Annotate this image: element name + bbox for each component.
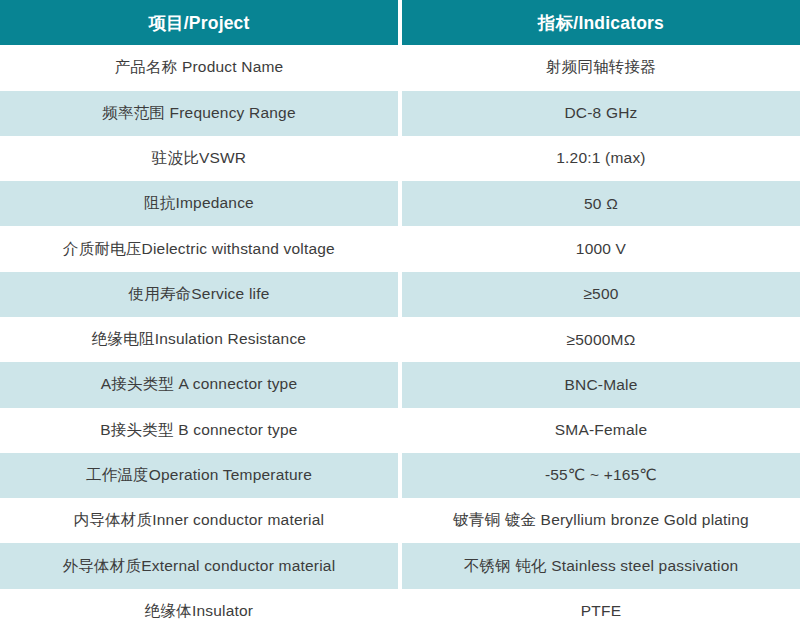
table-row: 工作温度Operation Temperature -55℃ ~ +165℃ [0, 453, 800, 498]
project-cell: 使用寿命Service life [0, 272, 398, 317]
indicator-cell: 50 Ω [402, 181, 800, 226]
header-cell-indicators: 指标/Indicators [402, 0, 800, 45]
product-spec-table: 项目/Project 指标/Indicators 产品名称 Product Na… [0, 0, 800, 634]
indicator-cell: BNC-Male [402, 362, 800, 407]
indicator-cell: DC-8 GHz [402, 91, 800, 136]
table-row: 阻抗Impedance 50 Ω [0, 181, 800, 226]
table-row: 使用寿命Service life ≥500 [0, 272, 800, 317]
table-row: 产品名称 Product Name 射频同轴转接器 [0, 45, 800, 90]
project-cell: A接头类型 A connector type [0, 362, 398, 407]
indicator-cell: 不锈钢 钝化 Stainless steel passivation [402, 543, 800, 588]
table-row: 驻波比VSWR 1.20:1 (max) [0, 136, 800, 181]
project-cell: 介质耐电压Dielectric withstand voltage [0, 226, 398, 271]
table-row: 外导体材质External conductor material 不锈钢 钝化 … [0, 543, 800, 588]
project-cell: 产品名称 Product Name [0, 45, 398, 90]
indicator-cell: 1000 V [402, 226, 800, 271]
indicator-cell: ≥5000MΩ [402, 317, 800, 362]
indicator-cell: 铍青铜 镀金 Beryllium bronze Gold plating [402, 498, 800, 543]
indicator-cell: PTFE [402, 589, 800, 634]
table-row: 绝缘电阻Insulation Resistance ≥5000MΩ [0, 317, 800, 362]
table-row: 介质耐电压Dielectric withstand voltage 1000 V [0, 226, 800, 271]
project-cell: 内导体材质Inner conductor material [0, 498, 398, 543]
header-cell-project: 项目/Project [0, 0, 398, 45]
project-cell: B接头类型 B connector type [0, 408, 398, 453]
table-row: 绝缘体Insulator PTFE [0, 589, 800, 634]
project-cell: 工作温度Operation Temperature [0, 453, 398, 498]
project-cell: 频率范围 Frequency Range [0, 91, 398, 136]
project-cell: 绝缘电阻Insulation Resistance [0, 317, 398, 362]
table-row: A接头类型 A connector type BNC-Male [0, 362, 800, 407]
indicator-cell: SMA-Female [402, 408, 800, 453]
table-row: 频率范围 Frequency Range DC-8 GHz [0, 91, 800, 136]
indicator-cell: ≥500 [402, 272, 800, 317]
indicator-cell: 射频同轴转接器 [402, 45, 800, 90]
table-row: 内导体材质Inner conductor material 铍青铜 镀金 Ber… [0, 498, 800, 543]
project-cell: 绝缘体Insulator [0, 589, 398, 634]
indicator-cell: -55℃ ~ +165℃ [402, 453, 800, 498]
table-row: B接头类型 B connector type SMA-Female [0, 408, 800, 453]
project-cell: 外导体材质External conductor material [0, 543, 398, 588]
project-cell: 驻波比VSWR [0, 136, 398, 181]
table-header-row: 项目/Project 指标/Indicators [0, 0, 800, 45]
project-cell: 阻抗Impedance [0, 181, 398, 226]
indicator-cell: 1.20:1 (max) [402, 136, 800, 181]
